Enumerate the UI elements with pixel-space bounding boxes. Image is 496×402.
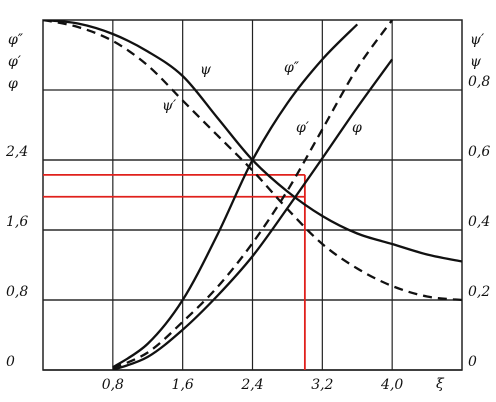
y-axis-label: φ″ [8,32,24,48]
curve [112,23,359,369]
y2-tick-label: 0,8 [468,74,490,90]
y2-axis-label: ψ [470,54,482,70]
curve-label: φ″ [284,60,300,76]
curve-label: ψ [200,62,212,78]
y2-tick-label: 0,4 [468,214,490,230]
y2-tick-label: 0,2 [468,284,490,300]
y-axis-label: φ [8,76,18,92]
y-tick-label: 0 [6,354,15,370]
x-tick-label: 0,8 [102,377,124,393]
y2-axis-label: ψ′ [470,32,485,48]
curve-label: ψ′ [162,98,177,114]
y-tick-label: 0,8 [6,284,28,300]
x-axis-label: ξ [436,376,445,392]
y-tick-label: 2,4 [5,144,28,160]
y2-tick-label: 0 [468,354,477,370]
x-tick-label: 1,6 [172,377,194,393]
y2-tick-label: 0,6 [468,144,490,160]
curve-label: φ [352,120,362,136]
x-tick-label: 2,4 [240,377,263,393]
curve [112,58,394,370]
curve [112,20,394,370]
curve-label: φ′ [296,120,310,136]
y-axis-label: φ′ [8,54,22,70]
x-tick-label: 3,2 [311,377,333,393]
y-tick-label: 1,6 [6,214,28,230]
x-tick-label: 4,0 [380,377,403,393]
